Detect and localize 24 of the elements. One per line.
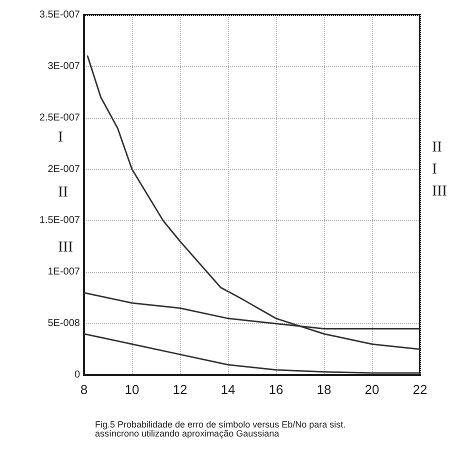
y-tick-label: 1E-007 xyxy=(48,266,80,278)
text: I xyxy=(432,162,437,178)
y-tick-label: 0 xyxy=(74,370,80,380)
y-tick-label: 1.5E-007 xyxy=(39,215,80,226)
x-tick-label: 18 xyxy=(316,382,332,397)
text: II xyxy=(432,140,442,156)
text: III xyxy=(58,240,73,256)
x-tick-label: 20 xyxy=(364,382,380,397)
x-tick-label: 22 xyxy=(412,382,428,397)
y-tick-label: 2E-007 xyxy=(48,164,80,175)
x-tick-label: 10 xyxy=(124,382,140,397)
caption: Fig.5 Probabilidade de erro de símbolo versus Eb/No para sist. assíncrono utilizando aproximação Gaussiana xyxy=(95,420,348,438)
x-tick-label: 12 xyxy=(172,382,188,397)
text: III xyxy=(432,184,447,200)
line-series xyxy=(86,55,421,350)
x-tick-label: 8 xyxy=(80,382,88,397)
y-tick-label: 5E-008 xyxy=(48,318,80,330)
text: I xyxy=(58,130,63,146)
text: II xyxy=(58,184,68,200)
y-tick-label: 3.5E-007 xyxy=(39,10,80,20)
x-tick-label: 14 xyxy=(220,382,236,397)
y-tick-label: 3E-007 xyxy=(48,60,80,72)
x-tick-label: 16 xyxy=(268,382,284,397)
y-tick-label: 2.5E-007 xyxy=(39,112,80,124)
